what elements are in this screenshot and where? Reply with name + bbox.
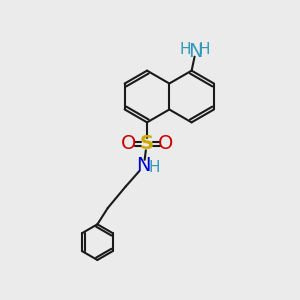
Text: N: N	[136, 156, 151, 175]
Text: N: N	[188, 42, 203, 61]
Text: H: H	[180, 42, 191, 57]
Text: O: O	[121, 134, 136, 153]
Text: S: S	[140, 134, 154, 153]
Text: H: H	[198, 42, 210, 57]
Text: O: O	[158, 134, 173, 153]
Text: H: H	[148, 160, 160, 175]
